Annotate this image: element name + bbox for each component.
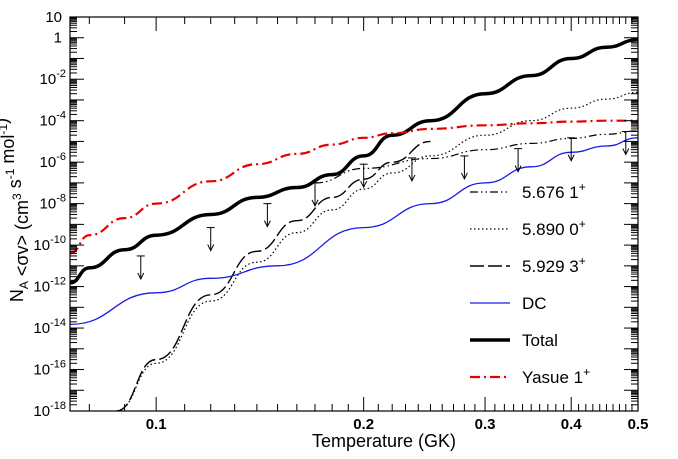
y-tick-label: 10-16 (33, 359, 66, 379)
y-tick-label: 1 (54, 30, 62, 47)
series-line-1 (116, 91, 638, 411)
series-line-4 (70, 37, 638, 285)
y-axis-title: NA <σv> (cm3 s-1 mol-1) (0, 118, 32, 302)
legend-label-5: Yasue 1+ (522, 365, 590, 387)
arrow-head (567, 154, 575, 162)
x-tick-label: 0.5 (628, 416, 649, 433)
y-tick-label: 10-6 (40, 151, 66, 171)
y-tick-label: 10-10 (33, 234, 66, 254)
x-axis-title: Temperature (GK) (312, 431, 456, 451)
arrow-head (207, 244, 215, 252)
y-tick-label: 10-12 (33, 276, 66, 296)
arrow-head (311, 199, 319, 208)
legend: 5.676 1+ 5.890 0+ 5.929 3+ DC Total Yasue 1+ (470, 180, 590, 387)
curves (70, 37, 638, 411)
arrow-head (263, 220, 271, 228)
y-tick-label: 10-2 (40, 68, 66, 88)
legend-label-0: 5.676 1+ (522, 180, 586, 202)
plot-frame (69, 16, 639, 412)
y-tick-label: 10-18 (33, 400, 66, 420)
axes: 10-18 10-16 10-14 10-12 10-10 10-8 10-6 10-4 10-… (33, 9, 648, 433)
legend-label-4: Total (522, 331, 558, 350)
series-line-3 (70, 137, 638, 326)
series-line-2 (116, 140, 431, 411)
series-line-0 (314, 130, 638, 184)
arrow-head (360, 180, 368, 189)
arrow-head (137, 272, 145, 281)
legend-label-2: 5.929 3+ (522, 254, 586, 276)
arrow-head (408, 174, 416, 183)
y-tick-label: 10-8 (40, 193, 66, 213)
x-tick-label: 0.1 (146, 416, 167, 433)
arrow-head (514, 165, 522, 173)
arrow-head (622, 148, 630, 156)
legend-label-3: DC (522, 294, 547, 313)
x-tick-label: 0.3 (475, 416, 496, 433)
y-axis-title-text: NA <σv> (cm3 s-1 mol-1) (0, 118, 32, 302)
y-tick-label: 10 (45, 9, 62, 26)
y-tick-label: 10-4 (40, 110, 66, 130)
series-line-5 (70, 119, 638, 255)
legend-label-1: 5.890 0+ (522, 217, 586, 239)
y-tick-label: 10-14 (33, 317, 66, 337)
upper-limit-arrows (136, 131, 630, 281)
x-tick-label: 0.4 (561, 416, 583, 433)
x-tick-label: 0.2 (353, 416, 374, 433)
arrow-head (460, 172, 468, 181)
